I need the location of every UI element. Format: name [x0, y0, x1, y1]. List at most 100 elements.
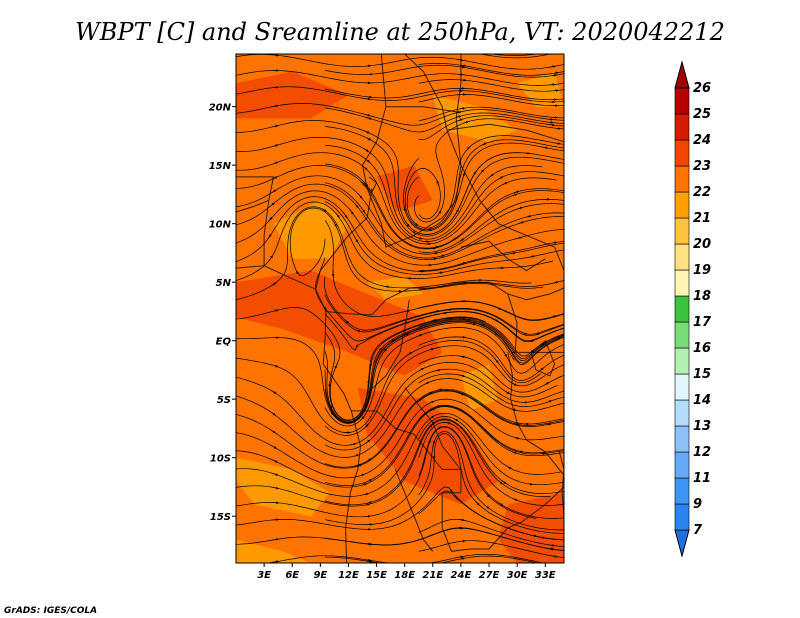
streamline: [418, 430, 564, 531]
shading-patch: [367, 276, 424, 300]
streamline-arrow: [465, 146, 470, 152]
border-line: [446, 123, 564, 143]
colorbar-segment: [674, 139, 690, 167]
streamline-arrow: [453, 418, 459, 422]
x-tick-label: 24E: [451, 570, 472, 581]
streamline-arrow: [436, 180, 440, 187]
streamline: [236, 406, 564, 488]
colorbar-label: 9: [693, 497, 702, 512]
streamline-arrow: [448, 487, 453, 493]
streamline-arrow: [529, 349, 534, 354]
streamline-arrow: [552, 71, 559, 75]
streamline-arrow: [513, 436, 520, 440]
x-axis: 3E 6E 9E 12E 15E 18E 21E 24E 27E 30E 33E: [257, 563, 556, 581]
streamline: [418, 62, 564, 76]
x-tick-label: 21E: [422, 570, 443, 581]
border-line: [315, 188, 373, 290]
streamline-arrow: [513, 190, 520, 194]
streamline-arrow: [366, 458, 372, 462]
colorbar-label: 17: [693, 315, 712, 330]
streamlines: [236, 50, 573, 563]
colorbar-segment: [674, 503, 690, 531]
streamline-arrow: [463, 120, 469, 124]
chart-title: WBPT [C] and Sreamline at 250hPa, VT: 20…: [75, 18, 725, 46]
streamline-arrow: [366, 116, 372, 120]
streamline-arrow: [271, 390, 277, 394]
streamline-arrow: [550, 315, 557, 318]
colorbar-segment: [674, 243, 690, 271]
streamline-arrow: [569, 164, 573, 165]
streamline-arrow: [344, 319, 350, 324]
streamline: [236, 398, 564, 479]
streamline: [324, 555, 540, 563]
streamline: [418, 390, 564, 427]
streamline-arrow: [497, 480, 503, 485]
streamline: [418, 422, 564, 506]
streamline-arrow: [389, 339, 395, 343]
shading-patch: [236, 457, 330, 517]
streamline-arrow: [354, 203, 359, 209]
streamline: [236, 165, 564, 250]
colorbar-segment: [674, 295, 690, 323]
colorbar-over-triangle: [674, 60, 690, 89]
streamline-arrow: [328, 380, 332, 388]
streamline-arrow: [355, 329, 362, 333]
streamline-arrow: [455, 110, 462, 114]
shading-patch: [460, 364, 499, 411]
streamline: [236, 175, 564, 255]
streamline-arrow: [549, 547, 555, 551]
border-line: [236, 199, 269, 213]
x-tick-label: 30E: [507, 570, 528, 581]
streamline-arrow: [343, 212, 348, 219]
streamline-arrow: [416, 236, 423, 240]
shading-patch: [236, 539, 311, 563]
streamline: [236, 152, 557, 245]
border-line: [507, 293, 518, 353]
colorbar-label: 15: [693, 367, 711, 382]
streamline-arrow: [554, 142, 561, 145]
streamline-arrow: [433, 245, 439, 249]
streamline-arrow: [322, 304, 327, 311]
streamline: [236, 389, 564, 469]
y-tick-label: 20N: [209, 103, 232, 114]
streamline-arrow: [359, 473, 365, 477]
streamline: [236, 196, 564, 272]
streamline-arrow: [553, 281, 559, 284]
streamline-arrow: [364, 423, 369, 429]
y-tick-label: 15S: [210, 512, 231, 523]
streamline: [236, 201, 554, 282]
streamline-arrow: [545, 422, 552, 426]
streamline-arrow: [268, 255, 273, 261]
streamline-arrow: [428, 424, 433, 430]
streamline-arrow: [363, 148, 369, 152]
streamline-arrow: [502, 182, 508, 186]
streamline: [418, 240, 564, 271]
streamline-arrow: [460, 261, 466, 265]
streamline-arrow: [481, 142, 487, 146]
streamline-arrow: [539, 343, 545, 348]
border-line: [385, 106, 461, 113]
colorbar-segment: [674, 399, 690, 427]
border-line: [361, 54, 462, 248]
streamline-arrow: [496, 307, 502, 310]
streamline-arrow: [461, 50, 465, 51]
streamline-arrow: [434, 404, 441, 408]
y-tick-label: 5S: [217, 395, 231, 406]
streamline: [418, 540, 564, 558]
colorbar-segment: [674, 191, 690, 219]
streamline-arrow: [273, 144, 279, 147]
colorbar-label: 18: [693, 289, 711, 304]
streamline-arrow: [272, 161, 279, 165]
streamline-arrow: [405, 221, 410, 227]
streamline: [418, 199, 564, 253]
streamline-arrow: [511, 382, 517, 386]
colorbar-segment: [674, 451, 690, 479]
colorbar: 7 9 11 12 13 14 15 16 17 18 19 20 21 22 23 24 25 26: [674, 60, 712, 558]
streamline-arrow: [428, 400, 435, 404]
streamline: [418, 490, 564, 541]
streamline-arrow: [513, 422, 520, 426]
streamline: [324, 345, 564, 436]
temperature-shading: [236, 71, 564, 563]
streamline-arrow: [544, 382, 550, 386]
